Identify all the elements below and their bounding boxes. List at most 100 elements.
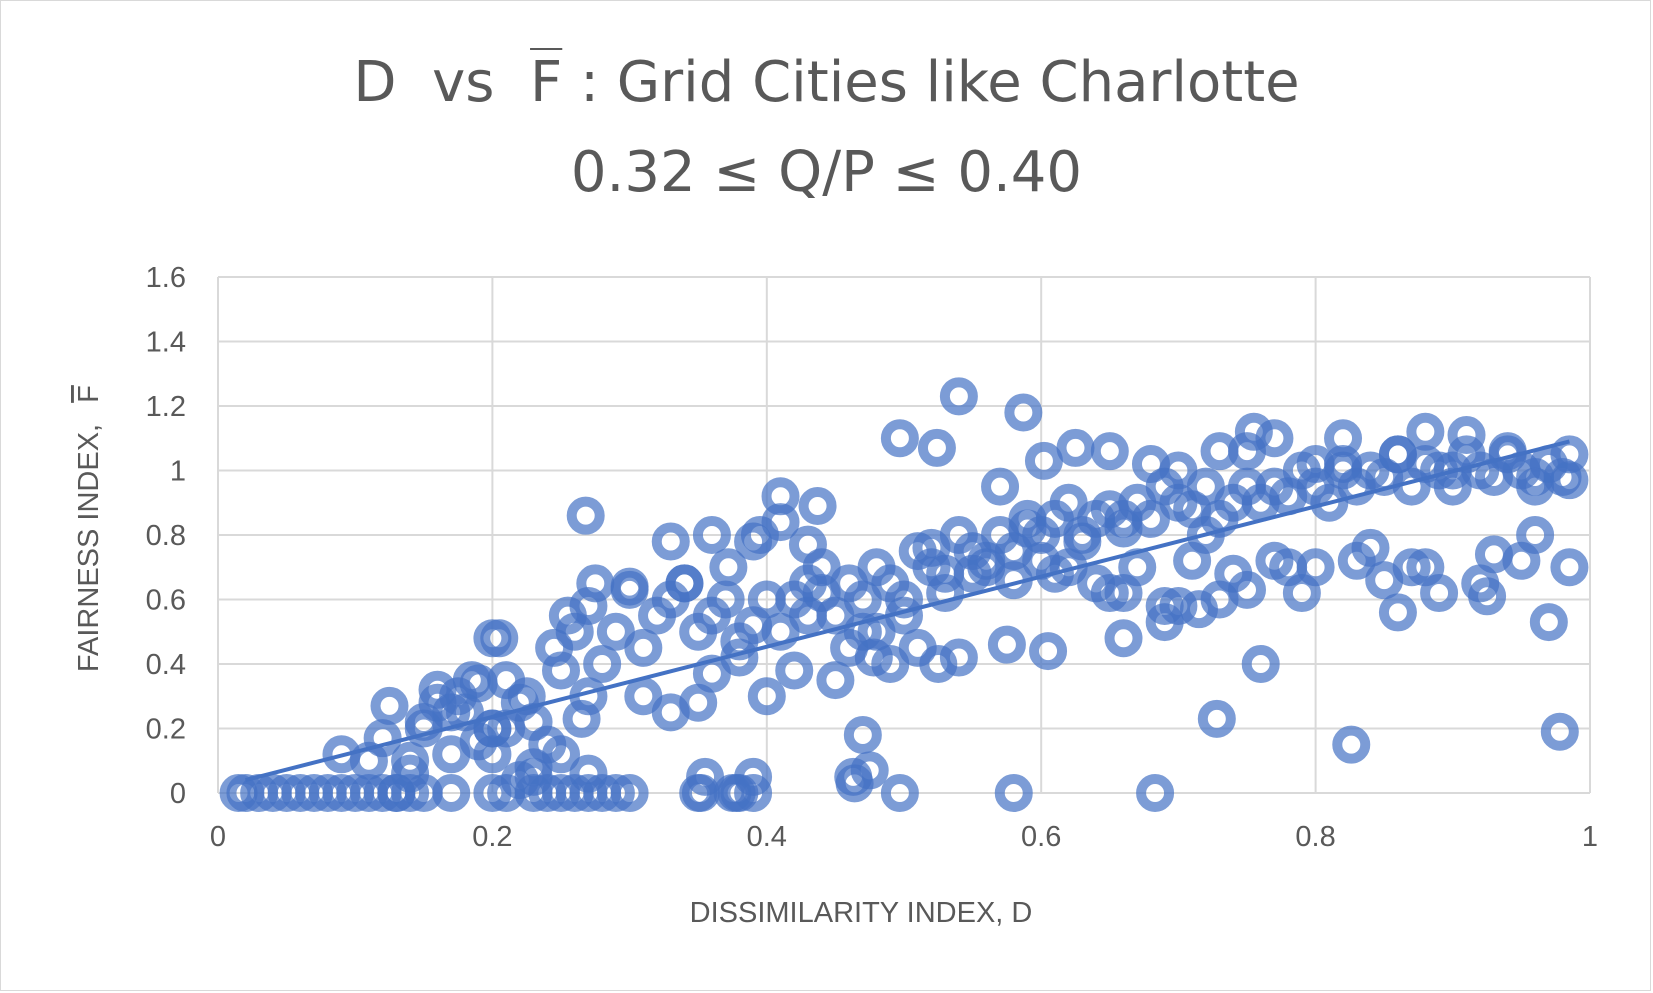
data-point (679, 683, 718, 722)
data-point (834, 757, 873, 796)
data-point (404, 709, 443, 748)
data-point (1550, 548, 1589, 587)
data-point (1008, 509, 1047, 548)
data-point (1310, 483, 1349, 522)
data-point (1104, 499, 1143, 538)
data-point (981, 467, 1020, 506)
data-point (370, 686, 409, 725)
data-point (1433, 451, 1472, 490)
data-point (1029, 632, 1068, 671)
data-point (1136, 774, 1175, 812)
data-point (717, 774, 756, 812)
data-point (473, 619, 512, 658)
data-point (432, 774, 471, 812)
x-tick-label: 0.8 (1295, 821, 1335, 853)
x-tick-label: 0.6 (1021, 821, 1061, 853)
data-point (1332, 725, 1371, 764)
title-f-bar: F (530, 50, 563, 115)
data-point (871, 645, 910, 683)
data-point (830, 628, 869, 667)
data-point (1540, 712, 1579, 751)
data-point (994, 774, 1033, 812)
data-point (1406, 412, 1445, 451)
data-point (1378, 435, 1417, 474)
data-point (761, 503, 800, 542)
y-tick-label: 0.8 (146, 520, 186, 552)
data-point (709, 548, 748, 587)
data-point (987, 625, 1026, 664)
data-point (1056, 428, 1095, 467)
title-vs: vs (432, 50, 495, 115)
data-point (665, 564, 704, 603)
chart-title-line1: D vs F : Grid Cities like Charlotte (0, 50, 1653, 115)
data-point (452, 661, 491, 700)
data-point (1090, 574, 1129, 613)
x-tick-label: 0.2 (472, 821, 512, 853)
data-point (624, 628, 663, 667)
data-point (1337, 541, 1376, 580)
data-point (939, 638, 978, 677)
y-axis-label: FAIRNESS INDEX, (73, 424, 105, 672)
data-point (566, 496, 605, 535)
y-axis-label-group: FAIRNESS INDEX, F (73, 385, 105, 672)
data-point (1186, 467, 1225, 506)
data-point (1145, 586, 1184, 625)
data-point (912, 528, 951, 567)
x-tick-label: 0.4 (747, 821, 787, 853)
y-tick-label: 1.2 (146, 391, 186, 423)
data-point (391, 754, 430, 793)
x-tick-label: 1 (1582, 821, 1598, 853)
data-point (391, 741, 430, 780)
data-point (500, 761, 539, 800)
data-point (1228, 432, 1266, 471)
data-point (624, 677, 663, 716)
data-point (880, 419, 919, 458)
data-point (761, 612, 800, 651)
y-tick-label: 1.6 (146, 262, 186, 294)
data-point (1324, 445, 1363, 484)
data-point (939, 377, 978, 416)
data-point (917, 428, 956, 467)
y-tick-label: 1.4 (146, 327, 186, 359)
data-point (1529, 603, 1568, 642)
data-point (651, 522, 690, 561)
data-point (1241, 645, 1280, 683)
title-rest: : Grid Cities like Charlotte (580, 50, 1300, 115)
data-point (1104, 619, 1143, 658)
data-point (1024, 441, 1063, 480)
tick-labels: 0 0.2 0.4 0.6 0.8 1 1.2 1.4 1.6 0 0.2 0.4 0.6 0.8 1 (146, 262, 1598, 853)
x-tick-label: 0 (210, 821, 226, 853)
data-point (569, 754, 608, 793)
data-point (681, 774, 720, 812)
data-point (542, 735, 580, 774)
data-point (1104, 574, 1143, 613)
data-point (596, 774, 635, 812)
data-point (363, 719, 402, 758)
data-point (734, 522, 773, 561)
data-point (898, 628, 937, 667)
data-point (1197, 699, 1236, 738)
data-point (692, 516, 731, 554)
data-point (610, 567, 649, 606)
data-point (1378, 593, 1417, 632)
data-point (843, 715, 882, 754)
y-tick-label: 1 (170, 456, 186, 488)
data-point (1090, 432, 1129, 471)
data-point (1406, 548, 1445, 587)
chart-title-line2: 0.32 ≤ Q/P ≤ 0.40 (570, 140, 1083, 205)
data-point (775, 651, 814, 690)
data-points (219, 377, 1589, 812)
data-point (1488, 432, 1527, 471)
data-point (1049, 483, 1088, 522)
data-point (1447, 416, 1486, 455)
data-point (1392, 548, 1431, 587)
data-point (747, 677, 786, 716)
data-point (576, 564, 615, 603)
data-point (816, 661, 855, 700)
data-point (1461, 564, 1500, 603)
x-axis-label: DISSIMILARITY INDEX, D (690, 897, 1033, 929)
data-point (734, 774, 773, 812)
y-tick-label: 0 (170, 778, 186, 810)
data-point (1550, 461, 1589, 500)
data-point (788, 596, 827, 635)
